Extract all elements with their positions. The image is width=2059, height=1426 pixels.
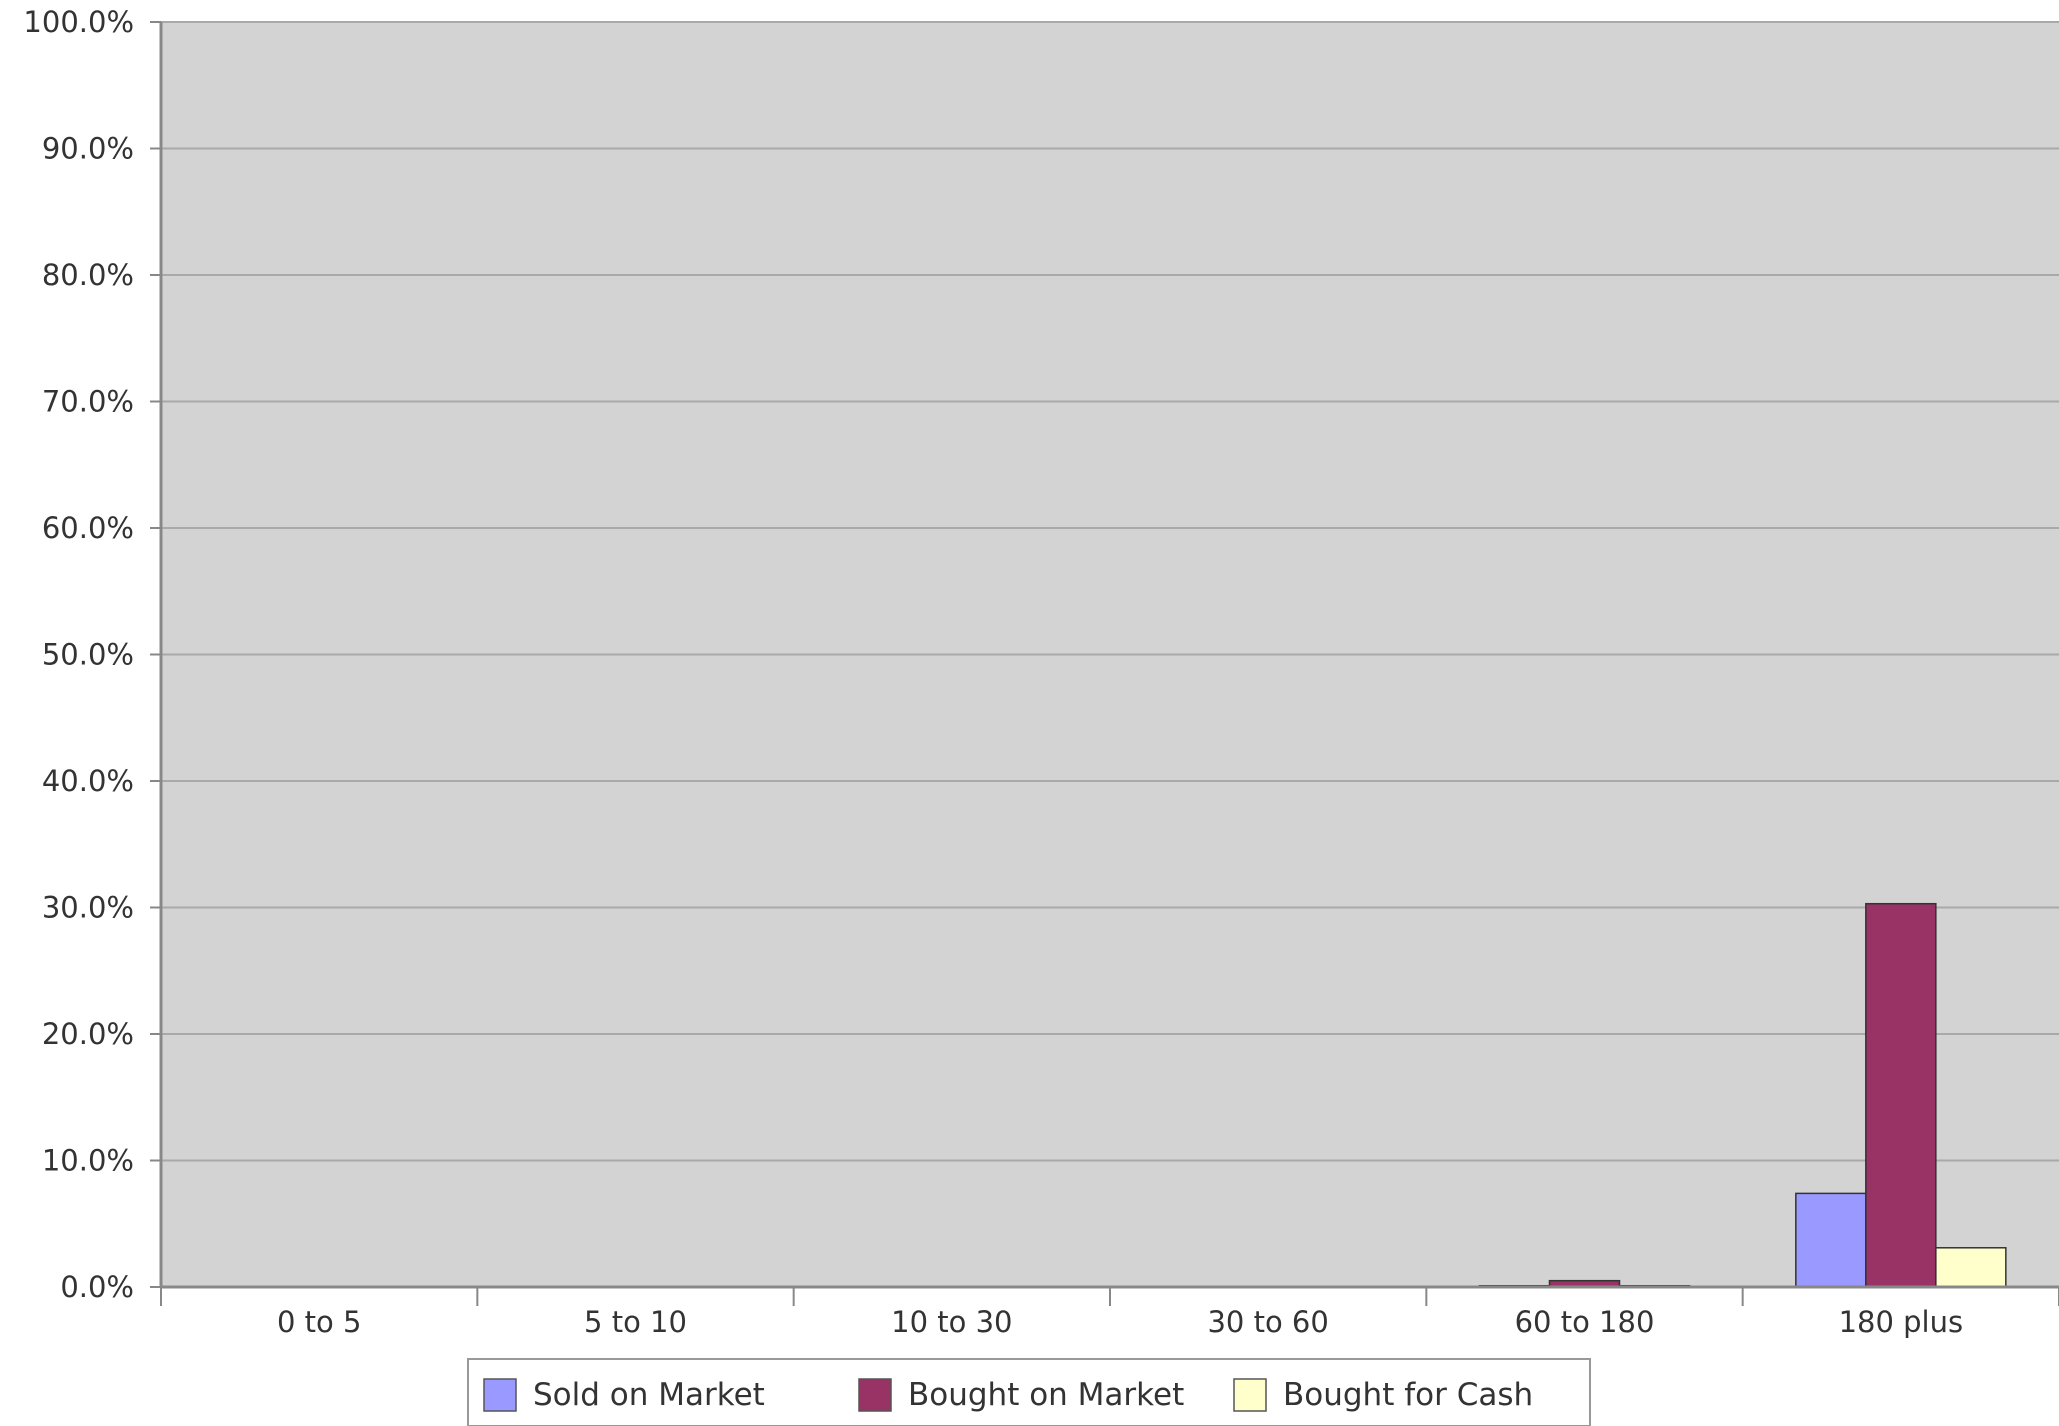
y-tick-label: 90.0% <box>42 132 134 166</box>
y-tick-label: 40.0% <box>42 764 134 798</box>
y-tick-label: 10.0% <box>42 1144 134 1178</box>
legend-label: Bought on Market <box>908 1377 1184 1413</box>
x-tick-label: 30 to 60 <box>1207 1305 1328 1339</box>
legend-swatch <box>483 1378 517 1412</box>
y-tick-label: 100.0% <box>23 5 134 39</box>
legend-label: Bought for Cash <box>1283 1377 1533 1413</box>
y-tick-label: 60.0% <box>42 511 134 545</box>
y-axis-ticks: 0.0% 10.0% 20.0% 30.0% 40.0% 50.0% 60.0% 70.0% 8… <box>23 5 161 1304</box>
x-axis-ticks: 0 to 5 5 to 10 10 to 30 30 to 60 60 to 180 18… <box>160 1287 2059 1339</box>
x-tick-label: 180 plus <box>1839 1305 1964 1339</box>
y-tick-label: 80.0% <box>42 258 134 292</box>
bar <box>1795 1192 1867 1288</box>
legend: Sold on Market Bought on Market Bought for… <box>467 1358 1591 1426</box>
y-tick-label: 0.0% <box>60 1270 134 1304</box>
y-tick-label: 30.0% <box>42 891 134 925</box>
y-tick-label: 20.0% <box>42 1017 134 1051</box>
legend-box <box>467 1358 1591 1426</box>
grid-lines <box>161 21 2059 1162</box>
legend-label: Sold on Market <box>533 1377 765 1413</box>
y-tick-label: 50.0% <box>42 638 134 672</box>
legend-swatch <box>858 1378 892 1412</box>
x-tick-label: 0 to 5 <box>277 1305 361 1339</box>
x-tick-label: 5 to 10 <box>584 1305 687 1339</box>
x-tick-label: 10 to 30 <box>891 1305 1012 1339</box>
bar <box>1935 1247 2007 1288</box>
bar <box>1865 902 1937 1288</box>
bars <box>1478 902 2007 1288</box>
legend-swatch <box>1233 1378 1267 1412</box>
x-tick-label: 60 to 180 <box>1515 1305 1655 1339</box>
y-tick-label: 70.0% <box>42 385 134 419</box>
